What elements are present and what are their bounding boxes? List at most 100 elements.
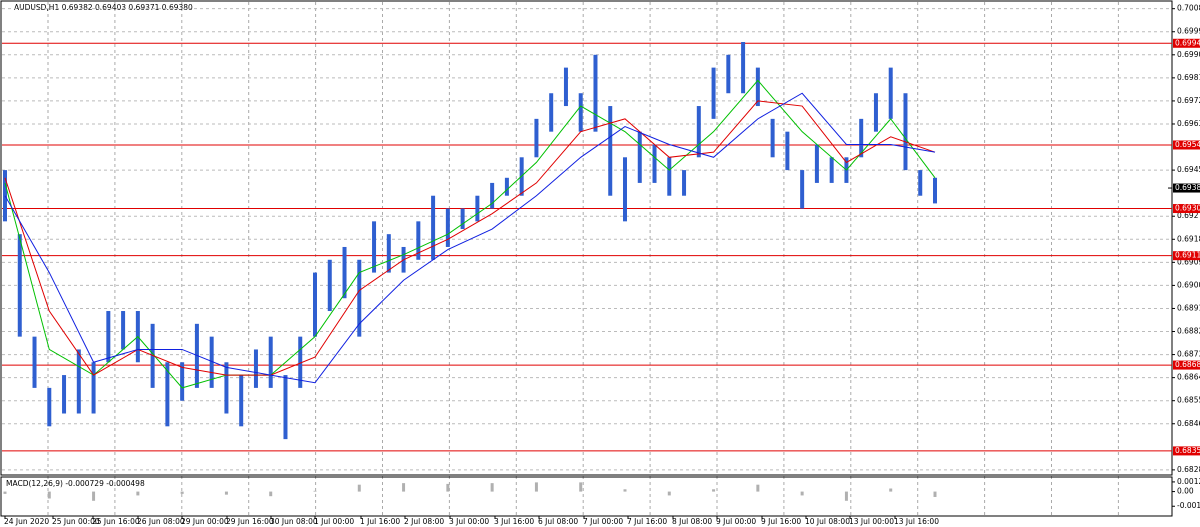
level-tag — [1173, 251, 1200, 261]
price-bar — [682, 170, 687, 196]
x-tick-label: 7 Jul 16:00 — [627, 517, 667, 526]
y-tick-label: 0.68820 — [1177, 327, 1200, 336]
x-tick-label: 29 Jun 16:00 — [226, 517, 274, 526]
price-bar — [431, 195, 436, 260]
x-tick-label: 26 Jun 08:00 — [137, 517, 185, 526]
y-tick-label: 0.68640 — [1177, 373, 1200, 382]
price-bar — [726, 54, 731, 94]
macd-bar — [534, 482, 538, 492]
macd-tick-label: 0.00 — [1177, 487, 1194, 496]
x-tick-label: 25 Jun 16:00 — [92, 517, 140, 526]
price-bar — [372, 221, 377, 273]
price-bar — [652, 144, 657, 183]
x-tick-label: 9 Jul 00:00 — [716, 517, 756, 526]
price-bar — [313, 272, 317, 337]
level-tag — [1173, 38, 1200, 48]
level-tag — [1173, 360, 1200, 370]
price-bar — [445, 208, 450, 247]
x-tick-label: 9 Jul 16:00 — [761, 517, 801, 526]
y-tick-label: 0.69990 — [1177, 27, 1200, 36]
price-bar — [814, 144, 819, 183]
current-price-label: 0.69380 — [1175, 183, 1200, 192]
level-label: 0.68689 — [1175, 360, 1200, 369]
y-tick-label: 0.70080 — [1177, 4, 1200, 13]
price-bar — [800, 170, 805, 209]
ma-line — [4, 100, 936, 376]
time-grid — [47, 2, 1119, 516]
x-tick-label: 7 Jul 00:00 — [583, 517, 623, 526]
main-frame — [0, 0, 1173, 476]
macd-frame — [0, 476, 1173, 517]
price-bar — [268, 336, 273, 388]
price-bar — [460, 208, 465, 230]
price-bar — [637, 131, 642, 183]
macd-bar — [844, 491, 848, 501]
price-bar — [76, 349, 81, 414]
x-tick-label: 2 Jul 08:00 — [404, 517, 444, 526]
price-bar — [17, 234, 22, 337]
price-bar — [357, 259, 362, 337]
macd-bar — [136, 491, 140, 496]
macd-bar — [756, 484, 760, 492]
y-tick-label: 0.68910 — [1177, 303, 1200, 312]
level-tag — [1173, 446, 1200, 456]
price-bar — [342, 246, 347, 299]
price-bar — [62, 375, 67, 414]
x-tick-label: 1 Jul 16:00 — [360, 517, 400, 526]
price-bar — [888, 67, 893, 119]
price-bar — [623, 157, 627, 222]
price-bar — [933, 177, 937, 204]
macd-bar — [889, 488, 893, 492]
price-bar — [829, 157, 834, 183]
price-bar — [859, 118, 864, 158]
price-bar — [755, 67, 760, 107]
price-bar — [32, 336, 37, 388]
price-bar — [711, 67, 716, 119]
macd-bar — [357, 484, 361, 492]
macd-bar — [712, 489, 716, 492]
price-bar — [903, 93, 908, 171]
price-bar — [918, 170, 923, 196]
price-bar — [239, 375, 244, 427]
level-label: 0.68354 — [1175, 446, 1200, 455]
price-bar — [563, 67, 568, 107]
macd-bar — [446, 483, 450, 492]
price-bar — [47, 387, 52, 427]
y-tick-label: 0.68460 — [1177, 419, 1200, 428]
price-bar — [386, 234, 391, 273]
macd-bar — [313, 490, 317, 492]
price-bar — [873, 93, 878, 132]
price-bar — [534, 118, 539, 158]
price-bar — [327, 259, 332, 312]
y-tick-label: 0.69090 — [1177, 257, 1200, 266]
chart-title: AUDUSD,H1 0.69382 0.69403 0.69371 0.6938… — [14, 3, 193, 12]
ma-line — [4, 92, 936, 384]
level-tag — [1173, 140, 1200, 150]
price-bar — [416, 221, 421, 260]
level-tag — [1173, 204, 1200, 214]
y-tick-label: 0.69000 — [1177, 280, 1200, 289]
price-bar — [696, 106, 701, 158]
macd-bar — [800, 491, 804, 496]
x-tick-label: 30 Jun 08:00 — [270, 517, 318, 526]
current-price-tag — [1173, 183, 1200, 193]
price-bar — [283, 375, 288, 440]
x-tick-label: 8 Jul 08:00 — [672, 517, 712, 526]
price-bar — [209, 336, 214, 388]
macd-bar — [224, 491, 228, 495]
macd-bar — [47, 491, 51, 499]
macd-bar — [579, 482, 583, 492]
x-tick-label: 1 Jul 00:00 — [314, 517, 354, 526]
price-bar — [180, 362, 185, 401]
price-bar — [165, 362, 170, 427]
macd-tick-label: 0.00126 — [1177, 477, 1200, 486]
price-bar — [224, 362, 229, 414]
y-tick-label: 0.69630 — [1177, 119, 1200, 128]
x-tick-label: 13 Jul 16:00 — [894, 517, 939, 526]
level-label: 0.69116 — [1175, 251, 1200, 260]
price-bar — [593, 54, 598, 132]
price-bar — [578, 93, 583, 132]
x-tick-label: 25 Jun 00:00 — [52, 517, 100, 526]
